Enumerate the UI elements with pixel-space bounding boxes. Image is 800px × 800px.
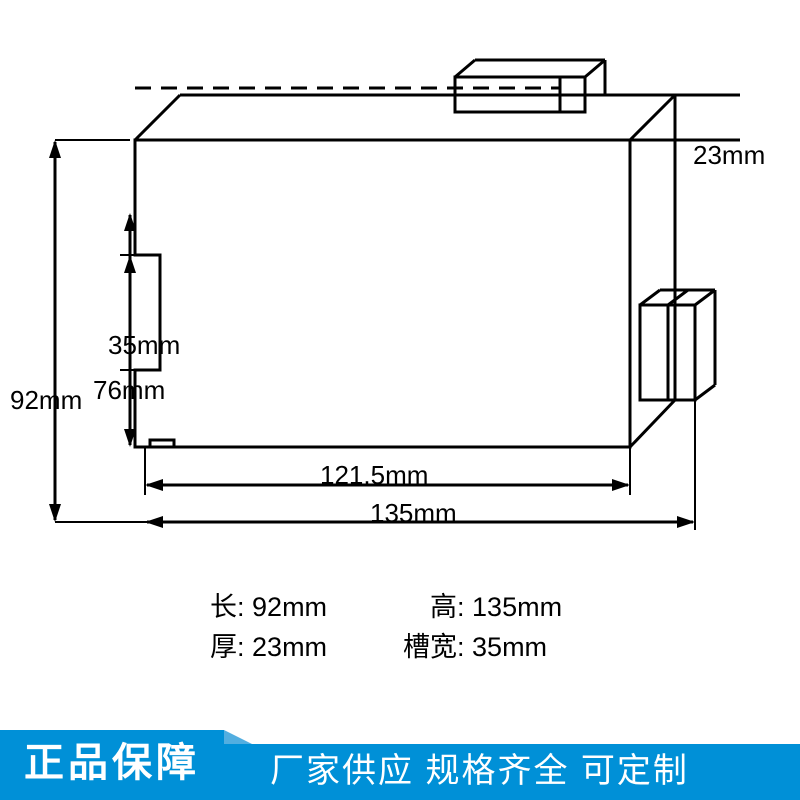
spec-slot-label: 槽宽:	[403, 625, 465, 664]
dim-92mm: 92mm	[10, 385, 82, 416]
spec-slot-value: 35mm	[472, 632, 547, 663]
dim-135mm: 135mm	[370, 498, 457, 529]
dim-23mm: 23mm	[693, 140, 765, 171]
dim-35mm: 35mm	[108, 330, 180, 361]
spec-height: 高: 135mm	[430, 585, 562, 624]
spec-thick-label: 厚:	[210, 625, 245, 664]
dim-121-5mm: 121.5mm	[320, 460, 428, 491]
diagram-canvas: 92mm 76mm 35mm 121.5mm 135mm 23mm 长: 92m…	[0, 0, 800, 800]
spec-length-value: 92mm	[252, 592, 327, 623]
spec-length-label: 长:	[210, 585, 245, 624]
spec-height-value: 135mm	[472, 592, 562, 623]
spec-thick: 厚: 23mm	[210, 625, 327, 664]
spec-thick-value: 23mm	[252, 632, 327, 663]
spec-length: 长: 92mm	[210, 585, 327, 624]
spec-height-label: 高:	[430, 585, 465, 624]
spec-slot: 槽宽: 35mm	[403, 625, 547, 664]
dim-76mm: 76mm	[93, 375, 165, 406]
